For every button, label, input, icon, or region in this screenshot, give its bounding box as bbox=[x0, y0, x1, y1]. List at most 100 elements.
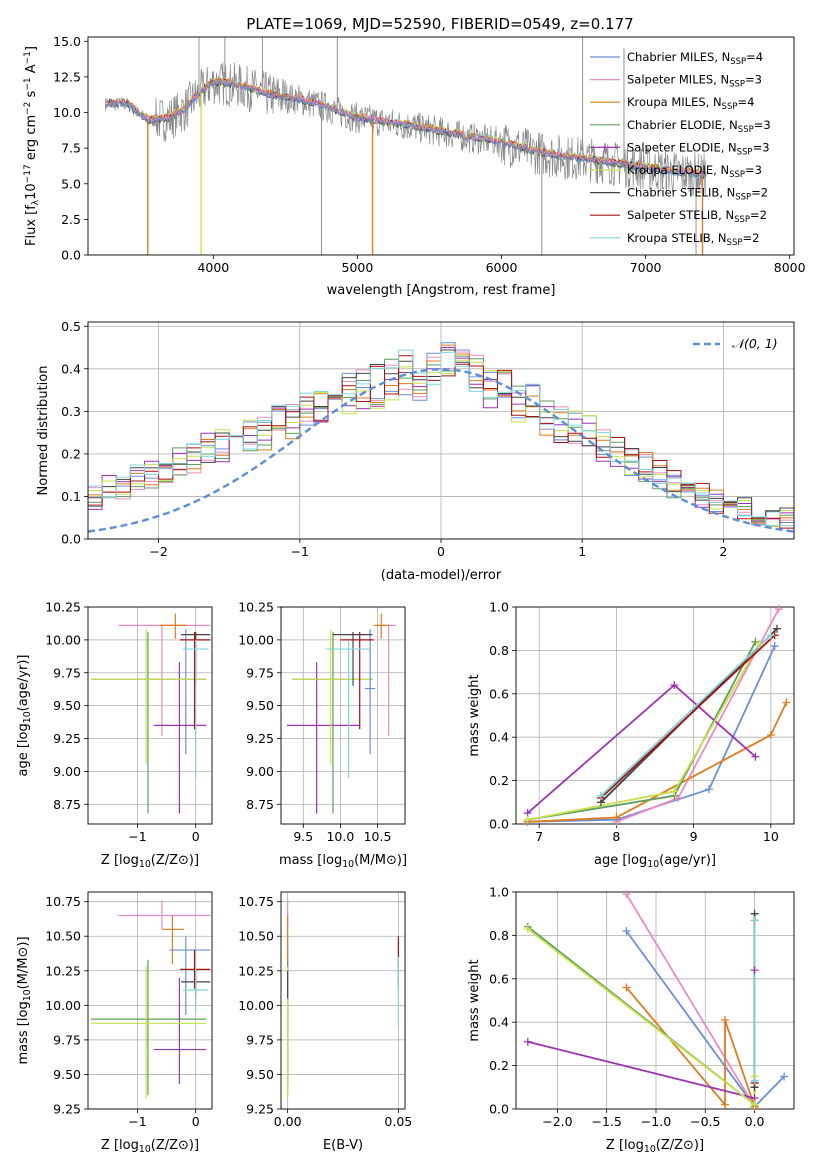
legend-text: =3 bbox=[753, 140, 770, 154]
weight-line bbox=[527, 641, 757, 821]
legend-label: Salpeter MILES, NSSP=3 bbox=[627, 73, 762, 90]
weight-marker bbox=[622, 890, 631, 899]
axes-frame bbox=[515, 891, 795, 1110]
y-tick-label: 10.00 bbox=[45, 632, 81, 647]
y-tick-label: 10.75 bbox=[45, 894, 81, 909]
x-tick-label: 8000 bbox=[774, 260, 806, 275]
y-tick-label: 9.75 bbox=[53, 1032, 81, 1047]
label-part: (Z/Z⊙)] bbox=[656, 1138, 704, 1153]
legend-text: Chabrier ELODIE, N bbox=[627, 118, 738, 132]
y-axis-label: mass [log10(M/M⊙)] bbox=[16, 936, 33, 1064]
weight-marker bbox=[720, 1100, 729, 1109]
y-tick-label: 10.25 bbox=[45, 600, 81, 615]
label-sub: 10 bbox=[139, 1144, 151, 1155]
y-tick-label: 0.2 bbox=[61, 446, 81, 461]
x-tick-label: −2.0 bbox=[542, 1114, 572, 1129]
legend-marker bbox=[601, 143, 609, 152]
label-part: E(B-V) bbox=[323, 1138, 363, 1153]
y-tick-label: 8.75 bbox=[53, 797, 81, 812]
legend-text: =2 bbox=[751, 186, 768, 200]
legend-sub: SSP bbox=[727, 238, 743, 248]
y-tick-label: 10.75 bbox=[238, 894, 274, 909]
normal-curve bbox=[88, 368, 794, 533]
x-axis-label: wavelength [Angstrom, rest frame] bbox=[327, 283, 556, 298]
histogram-step bbox=[88, 349, 794, 527]
x-tick-label: 4000 bbox=[197, 260, 229, 275]
label-part: log bbox=[16, 1001, 31, 1021]
x-tick-label: −2 bbox=[149, 544, 167, 559]
y-tick-label: 9.50 bbox=[53, 698, 81, 713]
weight-line bbox=[625, 893, 756, 1108]
y-tick-label: 10.50 bbox=[45, 929, 81, 944]
y-tick-label: 0.6 bbox=[489, 971, 509, 986]
legend-text: =3 bbox=[745, 163, 762, 177]
legend-text: =3 bbox=[745, 73, 762, 87]
y-tick-label: 0.4 bbox=[61, 361, 81, 376]
x-axis-label: (data-model)/error bbox=[381, 568, 502, 583]
label-sub: 10 bbox=[139, 859, 151, 870]
y-tick-label: 7.5 bbox=[61, 141, 81, 156]
weight-marker bbox=[670, 681, 679, 690]
y-tick-label: 2.5 bbox=[61, 212, 81, 227]
x-tick-label: −0.5 bbox=[690, 1114, 720, 1129]
weight-marker bbox=[750, 966, 759, 975]
legend-label: Chabrier MILES, NSSP=4 bbox=[627, 50, 763, 67]
y-tick-label: 0.8 bbox=[489, 928, 509, 943]
label-part: log bbox=[119, 1138, 139, 1153]
label-part: log bbox=[322, 853, 342, 868]
legend-text: Kroupa MILES, N bbox=[627, 95, 722, 109]
y-tick-label: 10.00 bbox=[238, 998, 274, 1013]
y-axis-label: age [log10(age/yr)] bbox=[16, 655, 33, 777]
label-part: 10 bbox=[24, 183, 39, 200]
label-sup: −1 bbox=[23, 51, 33, 64]
y-tick-label: 0.8 bbox=[489, 643, 509, 658]
legend-label: Kroupa MILES, NSSP=4 bbox=[627, 95, 754, 112]
y-tick-label: 0.6 bbox=[489, 686, 509, 701]
label-sub: λ bbox=[31, 199, 41, 205]
y-tick-label: 0.0 bbox=[61, 532, 81, 547]
y-tick-label: 0.2 bbox=[489, 1058, 509, 1073]
weight-line bbox=[527, 643, 761, 821]
weight-marker bbox=[774, 605, 783, 614]
x-tick-label: 9.5 bbox=[293, 829, 313, 844]
x-axis-label: E(B-V) bbox=[323, 1138, 363, 1153]
x-tick-label: −1 bbox=[291, 544, 309, 559]
legend-text: Salpeter STELIB, N bbox=[627, 208, 734, 222]
y-tick-label: 0.3 bbox=[61, 404, 81, 419]
y-axis-label: mass weight bbox=[467, 959, 482, 1041]
weight-line bbox=[625, 986, 756, 1108]
axes-frame bbox=[87, 606, 213, 825]
x-tick-label: 6000 bbox=[486, 260, 518, 275]
y-tick-label: 9.00 bbox=[246, 764, 274, 779]
label-part: Z [ bbox=[606, 1138, 624, 1153]
y-tick-label: 5.0 bbox=[61, 176, 81, 191]
legend-sub: SSP bbox=[722, 102, 738, 112]
y-tick-label: 0.2 bbox=[489, 773, 509, 788]
y-tick-label: 9.75 bbox=[246, 1032, 274, 1047]
label-sup: −17 bbox=[23, 164, 33, 183]
legend-label: Salpeter ELODIE, NSSP=3 bbox=[627, 140, 770, 157]
weight-line bbox=[527, 702, 788, 823]
legend-label: Kroupa ELODIE, NSSP=3 bbox=[627, 163, 762, 180]
legend-text: =2 bbox=[750, 208, 767, 222]
y-tick-label: 9.50 bbox=[246, 1067, 274, 1082]
axes-frame bbox=[280, 891, 406, 1110]
legend-text: =3 bbox=[754, 118, 771, 132]
histogram-step bbox=[88, 347, 794, 531]
y-tick-label: 1.0 bbox=[489, 600, 509, 615]
y-tick-label: 9.75 bbox=[246, 665, 274, 680]
x-tick-label: 8 bbox=[612, 829, 620, 844]
legend-text: Chabrier MILES, N bbox=[627, 50, 730, 64]
y-tick-label: 9.25 bbox=[53, 1102, 81, 1117]
axes-frame bbox=[515, 606, 795, 825]
plot-area bbox=[88, 322, 794, 539]
legend-sub: SSP bbox=[730, 57, 746, 67]
y-tick-label: 9.25 bbox=[53, 731, 81, 746]
weight-marker bbox=[705, 785, 714, 794]
legend-sub: SSP bbox=[735, 193, 751, 203]
plot-area bbox=[281, 892, 405, 1109]
x-tick-label: 0 bbox=[192, 1114, 200, 1129]
